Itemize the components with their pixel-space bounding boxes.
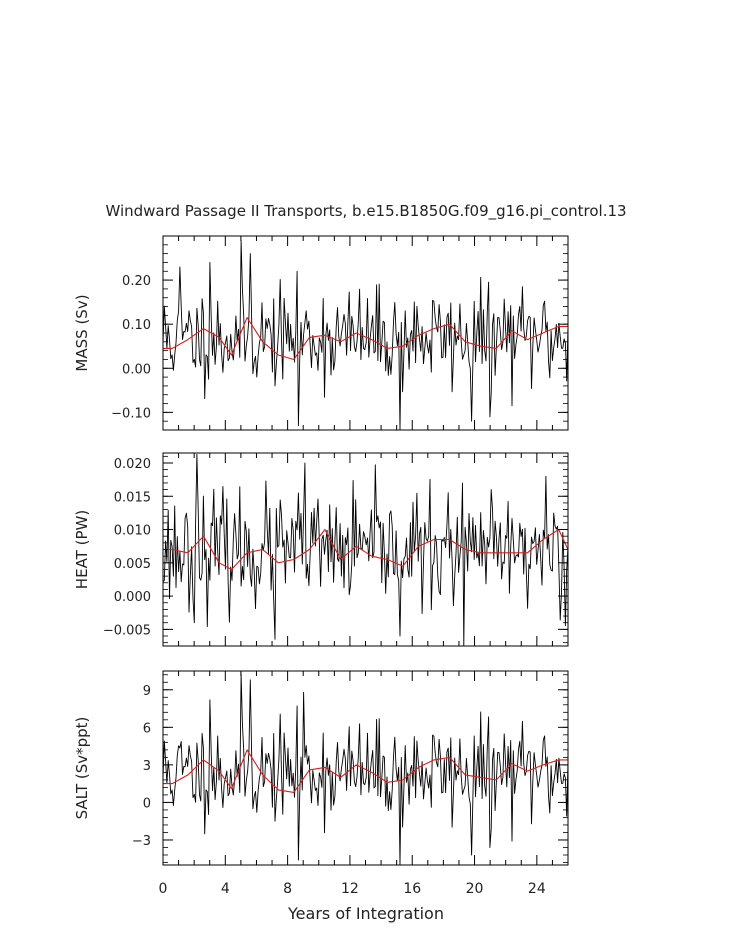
heat-y-tick-label: 0.020 bbox=[114, 457, 151, 472]
mass-y-tick-label: 0.10 bbox=[122, 318, 151, 333]
heat-y-tick-label: 0.010 bbox=[114, 524, 151, 539]
mass-y-tick-label: 0.00 bbox=[122, 362, 151, 377]
mass-monthly-series-line bbox=[163, 239, 568, 430]
mass-y-tick-label: 0.20 bbox=[122, 274, 151, 289]
x-tick-label: 16 bbox=[403, 881, 421, 897]
x-tick-label: 12 bbox=[341, 881, 359, 897]
heat-plot-frame bbox=[162, 452, 569, 647]
x-tick-label: 8 bbox=[283, 881, 292, 897]
salt-smoothed-series-line bbox=[163, 749, 568, 793]
salt-y-axis-label: SALT (Sv*ppt) bbox=[73, 717, 91, 820]
salt-y-tick-label: 0 bbox=[143, 796, 151, 811]
salt-y-tick-label: 3 bbox=[143, 759, 151, 774]
heat-monthly-series-line bbox=[163, 453, 568, 646]
panel-mass: 0.20 0.10 0.00 −0.10 MASS (Sv) bbox=[73, 235, 569, 431]
salt-y-tick-label: −3 bbox=[132, 834, 151, 849]
figure-title: Windward Passage II Transports, b.e15.B1… bbox=[105, 202, 626, 221]
x-axis-ticklabels: 0 4 8 12 16 20 24 bbox=[159, 881, 546, 897]
x-tick-label: 4 bbox=[221, 881, 230, 897]
x-axis-label: Years of Integration bbox=[287, 904, 444, 923]
heat-y-axis-label: HEAT (PW) bbox=[73, 510, 91, 589]
heat-y-tick-label: 0.015 bbox=[114, 490, 151, 505]
heat-y-tick-label: 0.000 bbox=[114, 590, 151, 605]
mass-y-axis-label: MASS (Sv) bbox=[73, 294, 91, 371]
x-tick-label: 0 bbox=[159, 881, 168, 897]
salt-y-tick-label: 9 bbox=[143, 684, 151, 699]
panel-heat: 0.020 0.015 0.010 0.005 0.000 −0.005 HEAT (PW) bbox=[73, 452, 569, 647]
x-tick-label: 20 bbox=[466, 881, 484, 897]
heat-y-tick-label: −0.005 bbox=[103, 623, 151, 638]
x-tick-label: 24 bbox=[528, 881, 546, 897]
salt-monthly-series-line bbox=[163, 673, 568, 865]
heat-y-tick-label: 0.005 bbox=[114, 557, 151, 572]
salt-y-tick-label: 6 bbox=[143, 721, 151, 736]
heat-smoothed-series-line bbox=[163, 528, 568, 571]
panel-salt: 9 6 3 0 −3 SALT (Sv*ppt) bbox=[73, 670, 569, 866]
mass-smoothed-series-line bbox=[163, 317, 568, 361]
mass-y-tick-label: −0.10 bbox=[111, 406, 151, 421]
